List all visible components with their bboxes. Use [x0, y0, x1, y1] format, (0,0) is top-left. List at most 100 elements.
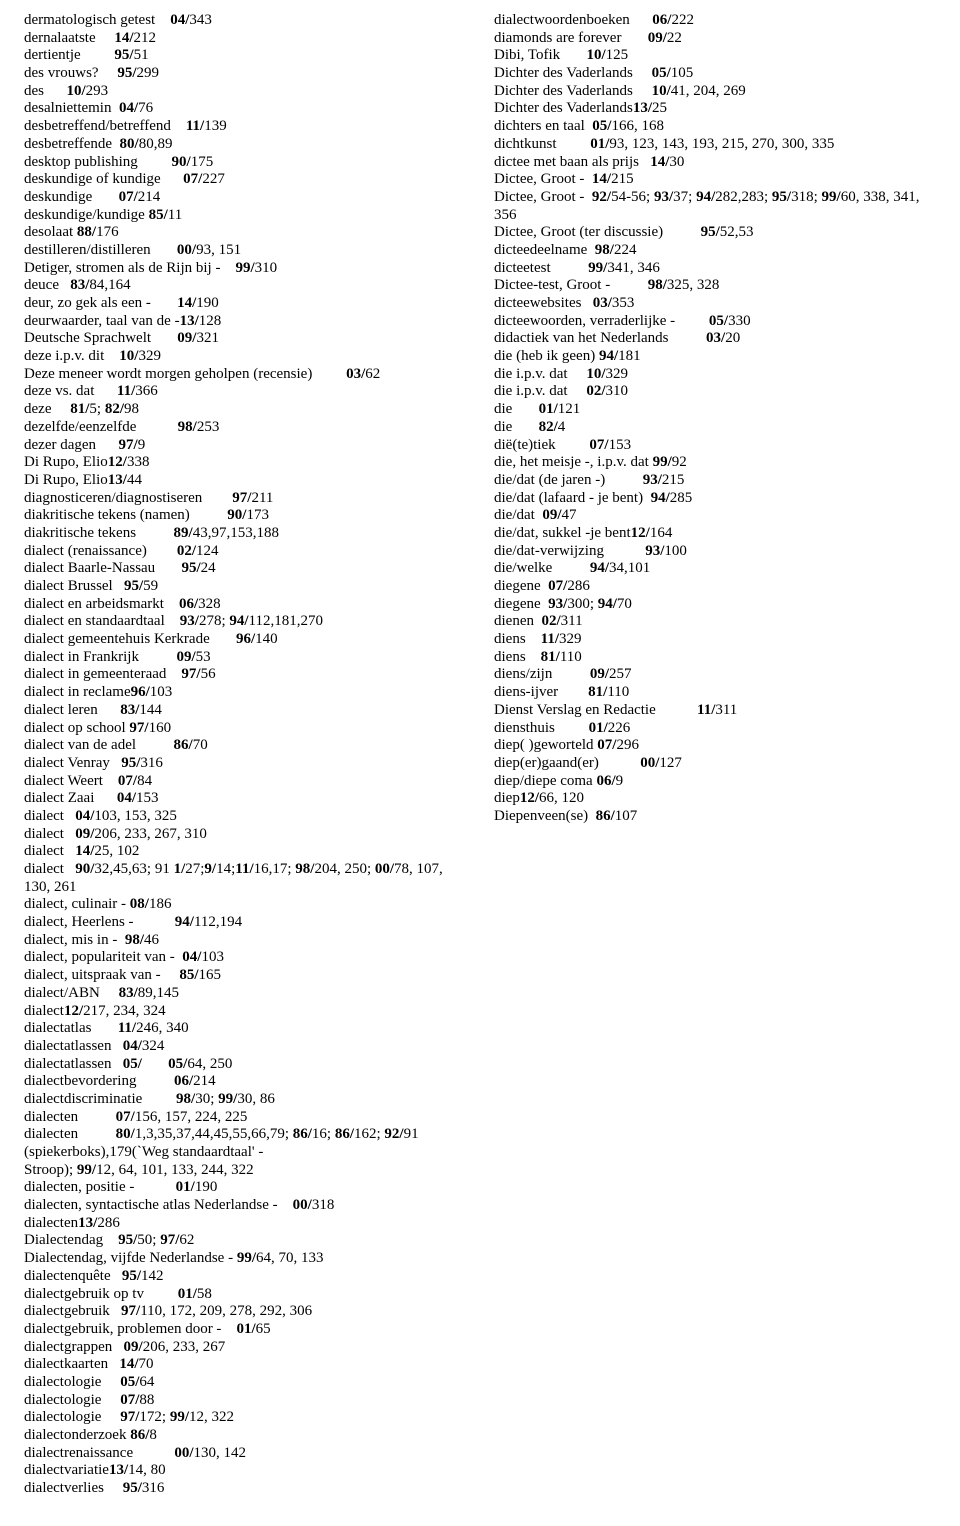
index-entry: dialect en arbeidsmarkt 06/328: [24, 596, 466, 614]
index-entry: desalniettemin 04/76: [24, 100, 466, 118]
index-entry: dialecten13/286: [24, 1215, 466, 1233]
index-entry: dialect in gemeenteraad 97/56: [24, 666, 466, 684]
index-entry: deskundige of kundige 07/227: [24, 171, 466, 189]
index-entry: die i.p.v. dat 10/329: [494, 366, 936, 384]
index-columns: dermatologisch getest 04/343dernalaatste…: [24, 12, 936, 1502]
index-entry: dialect 90/32,45,63; 91 1/27;9/14;11/16,…: [24, 861, 466, 896]
index-entry: dialectrenaissance 00/130, 142: [24, 1445, 466, 1463]
index-entry: dialectvariatie13/14, 80: [24, 1462, 466, 1480]
index-entry: deze 81/5; 82/98: [24, 401, 466, 419]
index-entry: dichters en taal 05/166, 168: [494, 118, 936, 136]
index-entry: Dictee, Groot - 14/215: [494, 171, 936, 189]
index-entry: dialectologie 05/64: [24, 1374, 466, 1392]
index-entry: dertientje 95/51: [24, 47, 466, 65]
index-entry: die/dat (lafaard - je bent) 94/285: [494, 490, 936, 508]
index-entry: dialect, uitspraak van - 85/165: [24, 967, 466, 985]
index-entry: desbetreffend/betreffend 11/139: [24, 118, 466, 136]
index-entry: diep12/66, 120: [494, 790, 936, 808]
index-entry: diegene 07/286: [494, 578, 936, 596]
index-entry: Stroop); 99/12, 64, 101, 133, 244, 322: [24, 1162, 466, 1180]
index-entry: dialecten 07/156, 157, 224, 225: [24, 1109, 466, 1127]
index-entry: die/dat, sukkel -je bent12/164: [494, 525, 936, 543]
index-entry: Deutsche Sprachwelt 09/321: [24, 330, 466, 348]
index-entry: Dichter des Vaderlands13/25: [494, 100, 936, 118]
index-entry: die i.p.v. dat 02/310: [494, 383, 936, 401]
index-entry: diens/zijn 09/257: [494, 666, 936, 684]
index-entry: destilleren/distilleren 00/93, 151: [24, 242, 466, 260]
index-entry: dialect Venray 95/316: [24, 755, 466, 773]
index-entry: deuce 83/84,164: [24, 277, 466, 295]
index-entry: diakritische tekens (namen) 90/173: [24, 507, 466, 525]
index-entry: dialectologie 07/88: [24, 1392, 466, 1410]
index-entry: dialect, culinair - 08/186: [24, 896, 466, 914]
index-entry: die/dat (de jaren -) 93/215: [494, 472, 936, 490]
index-entry: dialect van de adel 86/70: [24, 737, 466, 755]
index-entry: diens 11/329: [494, 631, 936, 649]
index-entry: diens-ijver 81/110: [494, 684, 936, 702]
index-entry: die (heb ik geen) 94/181: [494, 348, 936, 366]
index-entry: dezer dagen 97/9: [24, 437, 466, 455]
index-entry: deurwaarder, taal van de -13/128: [24, 313, 466, 331]
index-entry: dialectologie 97/172; 99/12, 322: [24, 1409, 466, 1427]
index-entry: Deze meneer wordt morgen geholpen (recen…: [24, 366, 466, 384]
index-entry: Dichter des Vaderlands 10/41, 204, 269: [494, 83, 936, 101]
index-entry: diens 81/110: [494, 649, 936, 667]
index-entry: des 10/293: [24, 83, 466, 101]
index-entry: dië(te)tiek 07/153: [494, 437, 936, 455]
index-entry: dialectatlassen 04/324: [24, 1038, 466, 1056]
index-entry: dialect 14/25, 102: [24, 843, 466, 861]
index-entry: diep(er)gaand(er) 00/127: [494, 755, 936, 773]
index-entry: dialect 09/206, 233, 267, 310: [24, 826, 466, 844]
index-entry: dialect en standaardtaal 93/278; 94/112,…: [24, 613, 466, 631]
index-entry: diep( )geworteld 07/296: [494, 737, 936, 755]
index-entry: dialect, Heerlens - 94/112,194: [24, 914, 466, 932]
index-entry: deskundige/kundige 85/11: [24, 207, 466, 225]
index-entry: dialectwoordenboeken 06/222: [494, 12, 936, 30]
index-entry: Dibi, Tofik 10/125: [494, 47, 936, 65]
index-entry: des vrouws? 95/299: [24, 65, 466, 83]
index-entry: die 01/121: [494, 401, 936, 419]
index-entry: dialectatlassen 05/ 05/64, 250: [24, 1056, 466, 1074]
index-entry: dialect op school 97/160: [24, 720, 466, 738]
index-entry: die, het meisje -, i.p.v. dat 99/92: [494, 454, 936, 472]
index-entry: diep/diepe coma 06/9: [494, 773, 936, 791]
index-entry: dialectgebruik 97/110, 172, 209, 278, 29…: [24, 1303, 466, 1321]
index-entry: dicteedeelname 98/224: [494, 242, 936, 260]
index-entry: dialect Weert 07/84: [24, 773, 466, 791]
index-entry: dialectkaarten 14/70: [24, 1356, 466, 1374]
index-entry: dichtkunst 01/93, 123, 143, 193, 215, 27…: [494, 136, 936, 154]
index-entry: desbetreffende 80/80,89: [24, 136, 466, 154]
index-entry: deskundige 07/214: [24, 189, 466, 207]
index-entry: die/dat-verwijzing 93/100: [494, 543, 936, 561]
index-entry: dernalaatste 14/212: [24, 30, 466, 48]
index-entry: dialecten 80/1,3,35,37,44,45,55,66,79; 8…: [24, 1126, 466, 1161]
index-entry: dermatologisch getest 04/343: [24, 12, 466, 30]
index-entry: Detiger, stromen als de Rijn bij - 99/31…: [24, 260, 466, 278]
index-entry: deze i.p.v. dit 10/329: [24, 348, 466, 366]
index-entry: dialectverlies 95/316: [24, 1480, 466, 1498]
index-entry: dialect 04/103, 153, 325: [24, 808, 466, 826]
index-entry: dicteetest 99/341, 346: [494, 260, 936, 278]
index-entry: deze vs. dat 11/366: [24, 383, 466, 401]
index-entry: dictee met baan als prijs 14/30: [494, 154, 936, 172]
index-entry: Di Rupo, Elio13/44: [24, 472, 466, 490]
index-entry: die 82/4: [494, 419, 936, 437]
index-entry: dialect12/217, 234, 324: [24, 1003, 466, 1021]
index-entry: dialectgebruik op tv 01/58: [24, 1286, 466, 1304]
index-entry: dialectenquête 95/142: [24, 1268, 466, 1286]
index-entry: Dictee, Groot - 92/54-56; 93/37; 94/282,…: [494, 189, 936, 224]
index-entry: desktop publishing 90/175: [24, 154, 466, 172]
index-entry: diagnosticeren/diagnostiseren 97/211: [24, 490, 466, 508]
index-entry: dialect Brussel 95/59: [24, 578, 466, 596]
index-entry: Dienst Verslag en Redactie 11/311: [494, 702, 936, 720]
index-entry: Dialectendag, vijfde Nederlandse - 99/64…: [24, 1250, 466, 1268]
index-entry: dialect, populariteit van - 04/103: [24, 949, 466, 967]
index-entry: dialect (renaissance) 02/124: [24, 543, 466, 561]
index-entry: Dichter des Vaderlands 05/105: [494, 65, 936, 83]
index-entry: dialect leren 83/144: [24, 702, 466, 720]
index-entry: dialectgrappen 09/206, 233, 267: [24, 1339, 466, 1357]
index-entry: dialectbevordering 06/214: [24, 1073, 466, 1091]
index-entry: desolaat 88/176: [24, 224, 466, 242]
index-entry: dialect in Frankrijk 09/53: [24, 649, 466, 667]
index-entry: dicteewebsites 03/353: [494, 295, 936, 313]
